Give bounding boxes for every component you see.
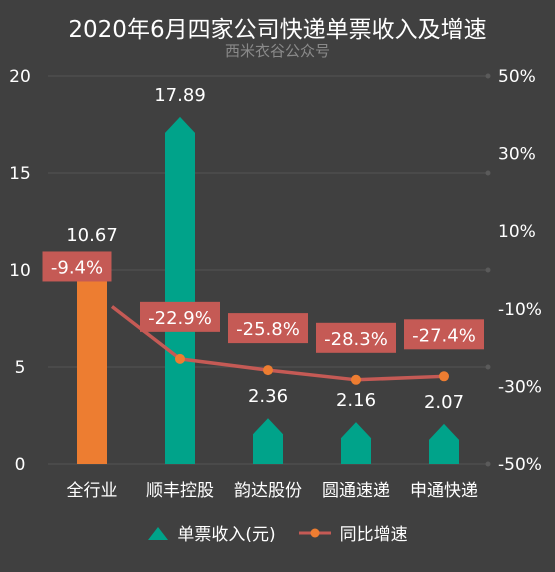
bar — [253, 418, 283, 464]
growth-label-box — [42, 251, 112, 282]
chart-title: 2020年6月四家公司快递单票收入及增速 — [68, 17, 487, 43]
right-axis-tick-label: -50% — [498, 455, 542, 475]
category-tick-label: 圆通速递 — [322, 481, 390, 501]
left-axis-tick-label: 15 — [9, 164, 31, 184]
right-axis-tick-label: 30% — [498, 145, 536, 165]
growth-value-label: -28.3% — [324, 329, 388, 350]
bar — [429, 423, 459, 464]
growth-point — [439, 371, 449, 382]
legend-item-bars: 单票收入(元) — [147, 520, 276, 545]
left-axis-tick-label: 5 — [15, 358, 26, 378]
bar — [77, 257, 107, 464]
left-axis-tick-label: 0 — [15, 455, 26, 475]
growth-value-label: -25.8% — [236, 319, 300, 340]
growth-point — [175, 353, 185, 364]
category-tick-label: 顺丰控股 — [146, 481, 214, 501]
left-axis-tick-label: 20 — [9, 67, 31, 87]
growth-value-label: -22.9% — [148, 308, 212, 329]
growth-point — [351, 374, 361, 385]
labels-layer: 10.67 17.89 2.36 2.16 2.07 -9.4% -22.9% -25.8% -… — [42, 85, 484, 413]
category-tick-label: 韵达股份 — [234, 481, 302, 501]
chart-subtitle: 西米衣谷公众号 — [224, 42, 330, 60]
bar-value-label: 2.36 — [248, 386, 288, 407]
gridline-end-dot — [485, 170, 491, 176]
bar-value-label: 17.89 — [154, 85, 206, 106]
bar-value-label: 2.16 — [336, 390, 376, 411]
bar-value-label: 2.07 — [424, 392, 464, 413]
left-axis-tick-label: 10 — [9, 261, 31, 281]
right-axis-tick-label: 10% — [498, 222, 536, 242]
bar — [165, 116, 195, 465]
right-axis-tick-label: 50% — [498, 67, 536, 87]
growth-label-box — [316, 322, 396, 353]
gridline-end-dot — [485, 73, 491, 79]
category-tick-label: 申通快递 — [410, 481, 478, 501]
bars-layer — [77, 116, 459, 465]
bar-value-label: 10.67 — [66, 225, 118, 246]
gridline-end-dot — [485, 461, 491, 467]
growth-point — [263, 365, 273, 376]
growth-label-box — [228, 313, 308, 344]
legend-triangle-icon — [148, 526, 169, 540]
growth-label-box — [140, 301, 220, 332]
category-tick-label: 全行业 — [67, 481, 118, 501]
legend-line-icon — [298, 528, 331, 537]
legend-label-line: 同比增速 — [339, 525, 408, 545]
legend-item-line: 同比增速 — [298, 520, 408, 545]
growth-label-box — [404, 319, 484, 350]
legend: 单票收入(元) 同比增速 — [0, 520, 555, 545]
axes-layer: 0 5 10 15 20 -50% -30% -10% 10% 30% 50% 全行业 顺丰控股 韵达股份… — [9, 67, 542, 501]
gridline-end-dot — [485, 364, 491, 370]
right-axis-tick-label: -30% — [498, 377, 542, 397]
right-axis-tick-label: -10% — [498, 300, 542, 320]
growth-value-label: -9.4% — [51, 257, 103, 278]
line-layer — [110, 305, 449, 385]
growth-value-label: -27.4% — [412, 325, 476, 346]
bar — [341, 422, 371, 464]
gridline-end-dot — [485, 267, 491, 273]
legend-label-bars: 单票收入(元) — [177, 525, 276, 545]
